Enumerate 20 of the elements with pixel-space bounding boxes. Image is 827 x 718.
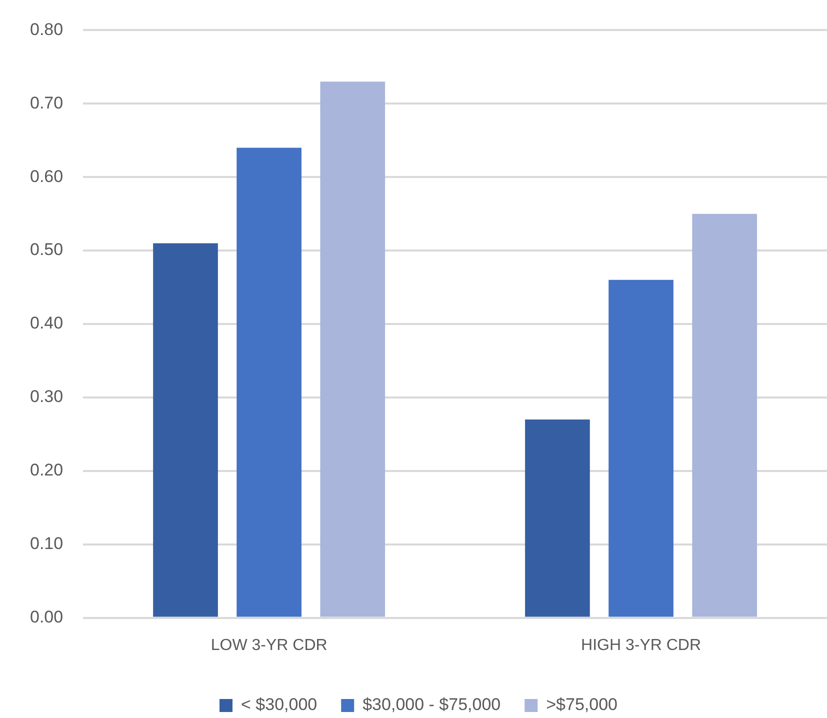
bar	[525, 419, 590, 617]
y-tick-label: 0.10	[30, 534, 64, 554]
bar	[153, 243, 218, 617]
y-tick-label: 0.20	[30, 460, 64, 480]
legend-label: >$75,000	[546, 695, 618, 714]
legend-label: < $30,000	[241, 695, 318, 714]
y-tick-label: 0.60	[30, 166, 64, 186]
y-tick-label: 0.00	[30, 607, 64, 626]
bar	[320, 82, 386, 617]
x-tick-label: LOW 3-YR CDR	[210, 636, 328, 654]
legend-label: $30,000 - $75,000	[362, 695, 501, 714]
bar	[608, 280, 674, 617]
y-tick-label: 0.40	[30, 314, 64, 333]
y-tick-label: 0.30	[30, 387, 64, 406]
bar	[692, 214, 758, 617]
y-tick-label: 0.80	[30, 20, 64, 39]
y-tick-label: 0.70	[30, 93, 64, 112]
x-tick-label: HIGH 3-YR CDR	[581, 636, 702, 654]
bar	[236, 148, 302, 617]
y-tick-label: 0.50	[30, 240, 64, 260]
